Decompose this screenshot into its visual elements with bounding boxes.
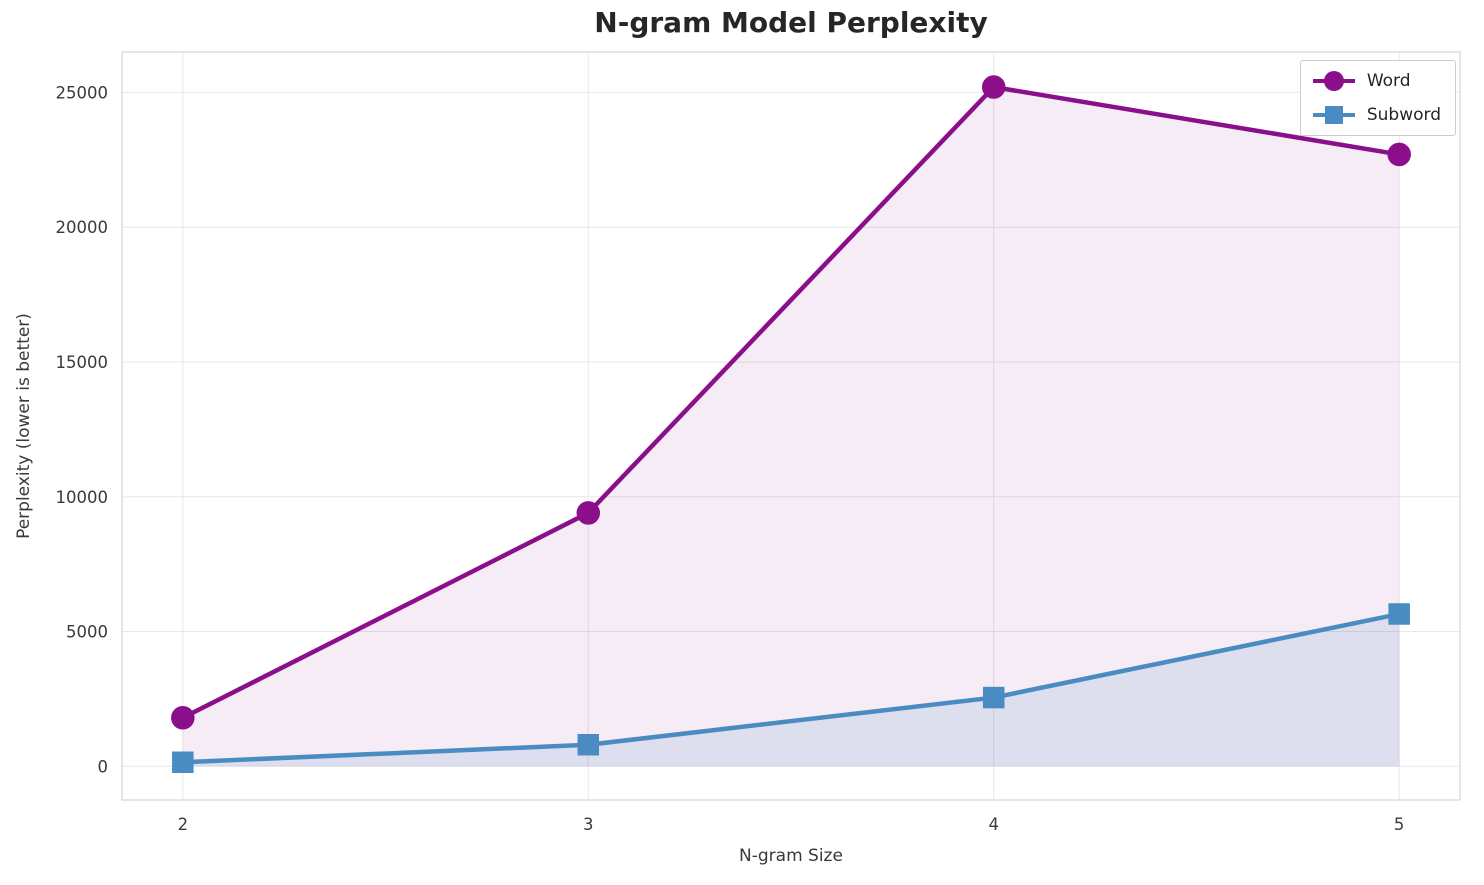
y-tick-label: 15000 xyxy=(56,353,109,372)
y-tick-label: 0 xyxy=(98,757,109,776)
legend-marker-square-icon xyxy=(1312,106,1355,124)
y-tick-label: 10000 xyxy=(56,488,109,507)
x-axis-label: N-gram Size xyxy=(739,846,843,866)
marker-square xyxy=(172,751,194,774)
marker-circle xyxy=(1387,142,1411,167)
series-area-subword xyxy=(182,614,1400,767)
legend-marker-circle-icon xyxy=(1312,71,1355,91)
legend: Word Subword xyxy=(1299,60,1456,136)
legend-entry-subword: Subword xyxy=(1311,103,1441,127)
marker-square xyxy=(1388,603,1410,625)
marker-circle xyxy=(981,75,1006,99)
x-tick-label: 3 xyxy=(583,815,594,834)
marker-square xyxy=(982,686,1005,709)
y-axis-label: Perplexity (lower is better) xyxy=(14,313,34,539)
series-line-word xyxy=(180,84,1402,721)
legend-entry-word: Word xyxy=(1311,69,1441,93)
x-tick-label: 4 xyxy=(988,815,999,834)
marker-circle xyxy=(171,706,195,730)
y-tick-label: 25000 xyxy=(56,83,109,102)
series-area-word xyxy=(182,87,1400,767)
legend-label: Word xyxy=(1366,71,1411,91)
marker-circle xyxy=(576,501,601,525)
x-tick-label: 5 xyxy=(1394,815,1405,834)
plot-border xyxy=(121,51,1461,801)
series-line-subword xyxy=(180,611,1402,765)
x-tick-label: 2 xyxy=(178,815,189,834)
legend-label: Subword xyxy=(1366,105,1441,125)
chart-title: N-gram Model Perplexity xyxy=(594,6,988,39)
y-tick-label: 5000 xyxy=(66,623,108,642)
y-tick-label: 20000 xyxy=(56,218,109,237)
marker-square xyxy=(577,733,600,756)
